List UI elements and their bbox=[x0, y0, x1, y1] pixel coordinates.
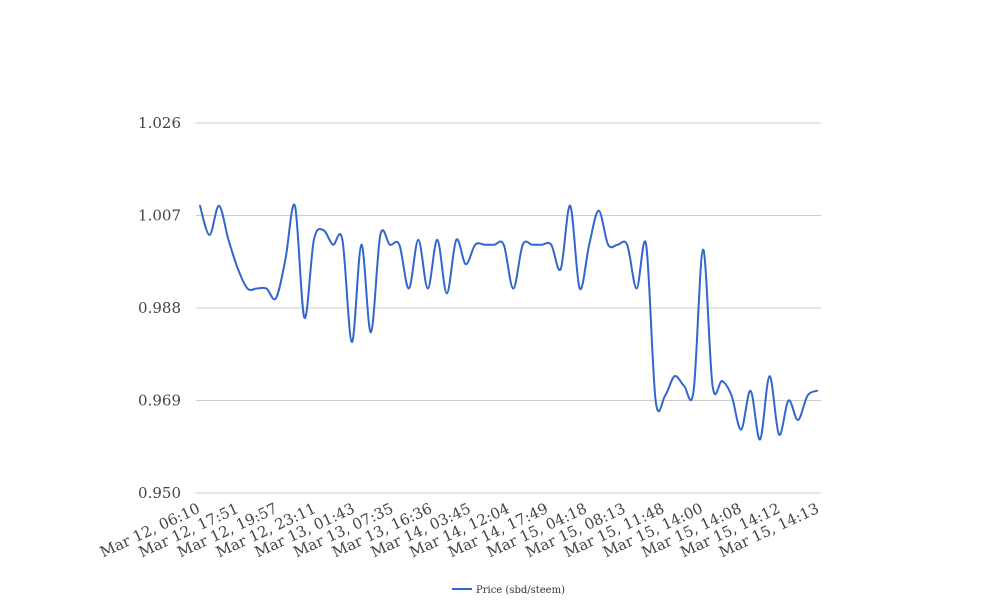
data-point[interactable] bbox=[776, 432, 782, 438]
data-point[interactable] bbox=[510, 286, 516, 292]
data-point[interactable] bbox=[691, 388, 697, 394]
data-point[interactable] bbox=[548, 242, 554, 248]
data-point[interactable] bbox=[197, 203, 203, 209]
data-point[interactable] bbox=[320, 227, 326, 233]
legend[interactable]: Price (sbd/steem) bbox=[452, 585, 565, 596]
data-point[interactable] bbox=[710, 383, 716, 389]
data-point[interactable] bbox=[263, 286, 269, 292]
data-point[interactable] bbox=[529, 242, 535, 248]
data-point[interactable] bbox=[748, 388, 754, 394]
data-point[interactable] bbox=[406, 286, 412, 292]
data-point[interactable] bbox=[729, 393, 735, 399]
data-point[interactable] bbox=[624, 242, 630, 248]
data-point[interactable] bbox=[672, 373, 678, 379]
data-point[interactable] bbox=[387, 242, 393, 248]
data-point[interactable] bbox=[396, 242, 402, 248]
data-point[interactable] bbox=[662, 393, 668, 399]
data-point[interactable] bbox=[463, 261, 469, 267]
data-point[interactable] bbox=[206, 232, 212, 238]
grid-lines bbox=[196, 122, 821, 494]
data-point[interactable] bbox=[225, 237, 231, 243]
data-point[interactable] bbox=[643, 242, 649, 248]
data-point[interactable] bbox=[558, 266, 564, 272]
data-point[interactable] bbox=[273, 295, 279, 301]
series-line[interactable] bbox=[199, 203, 818, 441]
data-point[interactable] bbox=[700, 247, 706, 253]
data-point[interactable] bbox=[757, 436, 763, 442]
data-point[interactable] bbox=[377, 232, 383, 238]
data-point[interactable] bbox=[482, 242, 488, 248]
data-point[interactable] bbox=[586, 242, 592, 248]
data-point[interactable] bbox=[577, 286, 583, 292]
data-point[interactable] bbox=[415, 237, 421, 243]
data-point[interactable] bbox=[653, 398, 659, 404]
y-tick-label: 1.007 bbox=[138, 207, 181, 225]
data-point[interactable] bbox=[738, 427, 744, 433]
data-point[interactable] bbox=[358, 242, 364, 248]
data-point[interactable] bbox=[596, 208, 602, 214]
data-point[interactable] bbox=[434, 237, 440, 243]
y-tick-label: 0.969 bbox=[138, 392, 181, 410]
data-point[interactable] bbox=[235, 266, 241, 272]
data-point[interactable] bbox=[254, 286, 260, 292]
y-tick-label: 1.026 bbox=[138, 114, 181, 132]
y-tick-label: 0.988 bbox=[138, 299, 181, 317]
data-point[interactable] bbox=[244, 286, 250, 292]
series-layer bbox=[197, 203, 820, 442]
y-axis-tick-labels: 0.950 0.969 0.988 1.007 1.026 bbox=[138, 114, 181, 502]
data-point[interactable] bbox=[605, 242, 611, 248]
data-point[interactable] bbox=[339, 237, 345, 243]
data-point[interactable] bbox=[719, 378, 725, 384]
data-point[interactable] bbox=[453, 237, 459, 243]
data-point[interactable] bbox=[520, 242, 526, 248]
data-point[interactable] bbox=[282, 256, 288, 262]
data-point[interactable] bbox=[292, 203, 298, 209]
data-point[interactable] bbox=[501, 242, 507, 248]
data-point[interactable] bbox=[814, 388, 820, 394]
data-point[interactable] bbox=[311, 237, 317, 243]
data-point[interactable] bbox=[330, 242, 336, 248]
data-point[interactable] bbox=[786, 398, 792, 404]
data-point[interactable] bbox=[216, 203, 222, 209]
data-point[interactable] bbox=[301, 315, 307, 321]
data-point[interactable] bbox=[444, 290, 450, 296]
data-point[interactable] bbox=[425, 286, 431, 292]
data-point[interactable] bbox=[368, 329, 374, 335]
legend-label: Price (sbd/steem) bbox=[476, 585, 565, 596]
data-point[interactable] bbox=[472, 242, 478, 248]
data-point[interactable] bbox=[491, 242, 497, 248]
data-point[interactable] bbox=[615, 242, 621, 248]
data-point[interactable] bbox=[349, 339, 355, 345]
data-point[interactable] bbox=[795, 417, 801, 423]
data-point[interactable] bbox=[767, 373, 773, 379]
data-point[interactable] bbox=[539, 242, 545, 248]
data-point[interactable] bbox=[567, 203, 573, 209]
data-point[interactable] bbox=[681, 383, 687, 389]
data-point[interactable] bbox=[634, 286, 640, 292]
data-point[interactable] bbox=[805, 393, 811, 399]
y-tick-label: 0.950 bbox=[138, 484, 181, 502]
